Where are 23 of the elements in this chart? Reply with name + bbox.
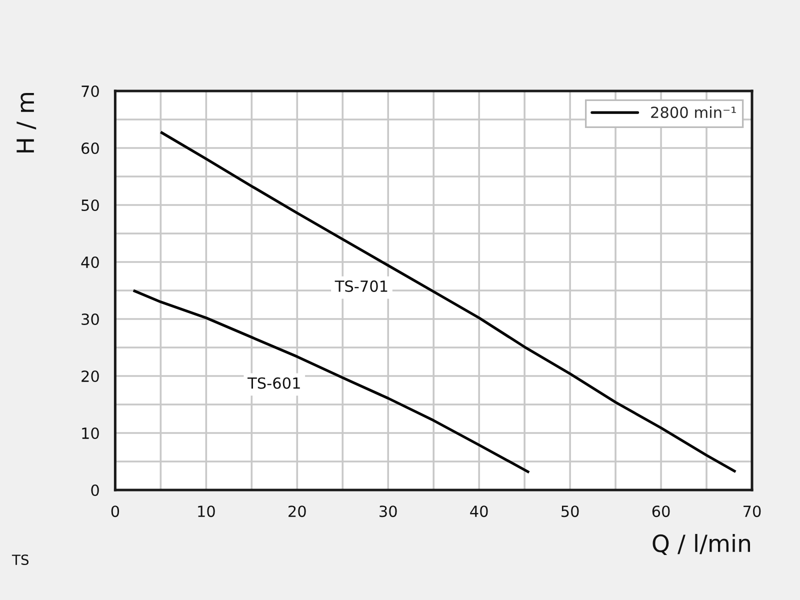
y-tick-label: 30 [82,313,99,326]
annotation: TS-601 [248,377,300,389]
y-tick-label: 40 [81,256,99,268]
x-tick-label: 50 [562,506,579,518]
line-series [159,130,737,474]
x-tick-label: 0 [111,506,120,518]
y-tick-label: 50 [82,199,99,212]
y-tick-label: 10 [82,427,99,440]
y-tick-label: 70 [82,85,99,98]
y-axis-title: H / m [16,93,36,152]
y-tick-label: 60 [82,142,99,154]
x-tick-label: 70 [744,506,761,518]
y-tick-label: 0 [91,484,99,496]
x-tick-label: 40 [470,506,488,518]
legend-label: 2800 min⁻¹ [651,106,736,118]
text: TS [12,554,29,566]
y-tick-label: 20 [82,370,99,382]
annotation: TS-701 [334,280,388,292]
x-axis-title: Q / l/min [652,534,750,555]
x-tick-label: 10 [198,506,215,518]
x-tick-label: 30 [380,506,397,518]
x-tick-label: 60 [652,506,670,518]
x-tick-label: 20 [288,506,306,518]
